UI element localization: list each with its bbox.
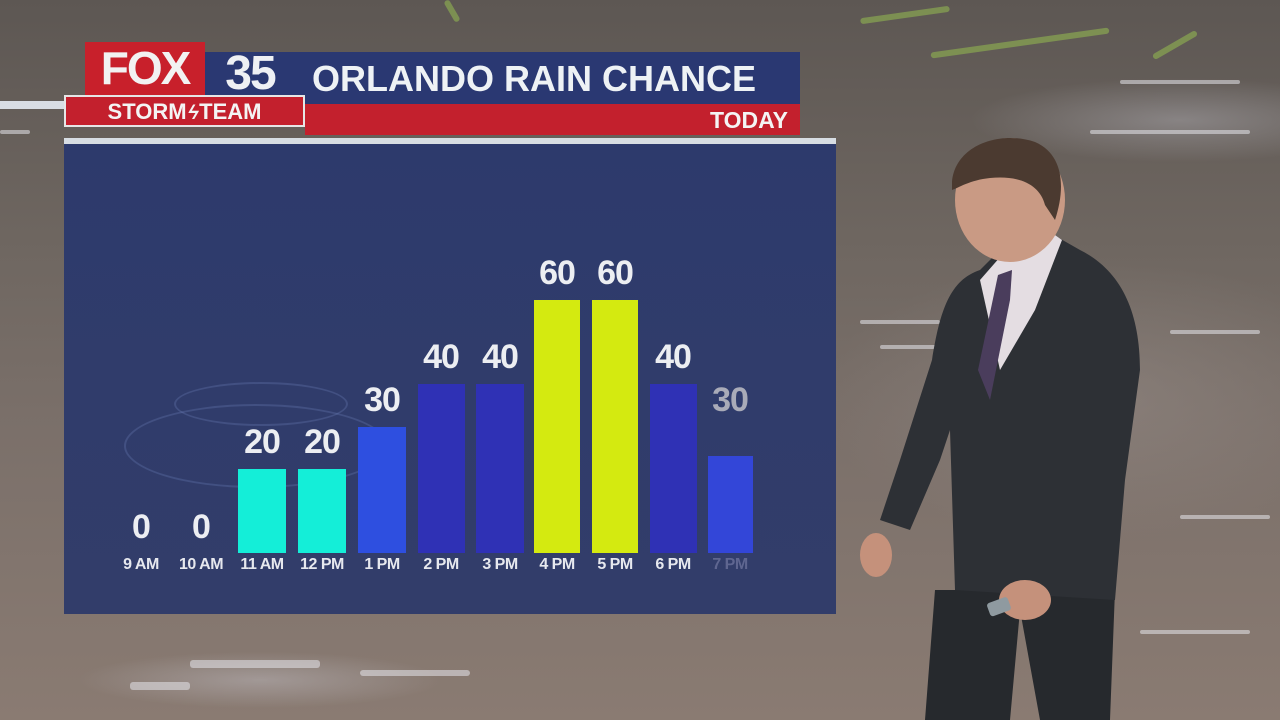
bar-1pm (358, 427, 406, 553)
bar-3pm (476, 384, 524, 553)
bar-value: 40 (423, 338, 460, 376)
storm-text: STORM (107, 99, 187, 124)
bg-streak (443, 0, 461, 23)
page-title: ORLANDO RAIN CHANCE (312, 58, 756, 99)
bar-value: 60 (539, 254, 576, 292)
bg-streak (1140, 630, 1250, 634)
bg-streak (880, 345, 940, 349)
bar-label: 9 AM (123, 556, 159, 573)
subtitle-bar: TODAY (305, 104, 800, 135)
fox-logo: FOX (85, 42, 205, 95)
bg-streak (190, 660, 320, 668)
decorative-line (0, 101, 64, 109)
bar-value: 20 (304, 423, 341, 461)
bar-label: 3 PM (482, 556, 518, 573)
bg-streak (0, 130, 30, 134)
bar-value: 30 (364, 381, 401, 419)
bg-streak (1151, 29, 1199, 61)
bar-label: 6 PM (655, 556, 691, 573)
bar-value: 60 (597, 254, 634, 292)
clicker-remote (987, 597, 1011, 617)
bar-7pm (708, 456, 753, 553)
channel-number: 35 (225, 47, 276, 100)
subtitle-today: TODAY (710, 107, 788, 133)
bar-label: 5 PM (597, 556, 633, 573)
team-text: TEAM (199, 99, 262, 124)
bar-12pm (298, 469, 346, 553)
bg-streak (130, 682, 190, 690)
bar-label: 2 PM (423, 556, 459, 573)
bar-label: 11 AM (240, 556, 284, 573)
bar-value: 20 (244, 423, 281, 461)
bg-streak (930, 27, 1110, 59)
bg-streak (1180, 515, 1270, 519)
bar-label: 7 PM (712, 556, 748, 573)
bar-value: 0 (192, 508, 211, 546)
bar-label: 10 AM (178, 556, 224, 573)
bar-2pm (418, 384, 465, 553)
bar-value: 30 (712, 381, 749, 419)
bar-11am (238, 469, 286, 553)
storm-team-logo: STORMϟTEAM (64, 95, 305, 127)
bg-streak (860, 320, 940, 324)
bar-6pm (650, 384, 697, 553)
bar-value: 40 (482, 338, 519, 376)
bar-label: 1 PM (364, 556, 400, 573)
bar-label: 12 PM (300, 556, 344, 573)
bar-4pm (534, 300, 580, 553)
meteorologist-presenter (860, 137, 1140, 720)
bg-streak (860, 5, 950, 25)
bg-streak (360, 670, 470, 676)
bar-value: 0 (132, 508, 151, 546)
bg-streak (1120, 80, 1240, 84)
bar-value: 40 (655, 338, 692, 376)
bg-streak (1090, 130, 1250, 134)
bar-label: 4 PM (539, 556, 575, 573)
bg-streak (1170, 330, 1260, 334)
bar-5pm (592, 300, 638, 553)
